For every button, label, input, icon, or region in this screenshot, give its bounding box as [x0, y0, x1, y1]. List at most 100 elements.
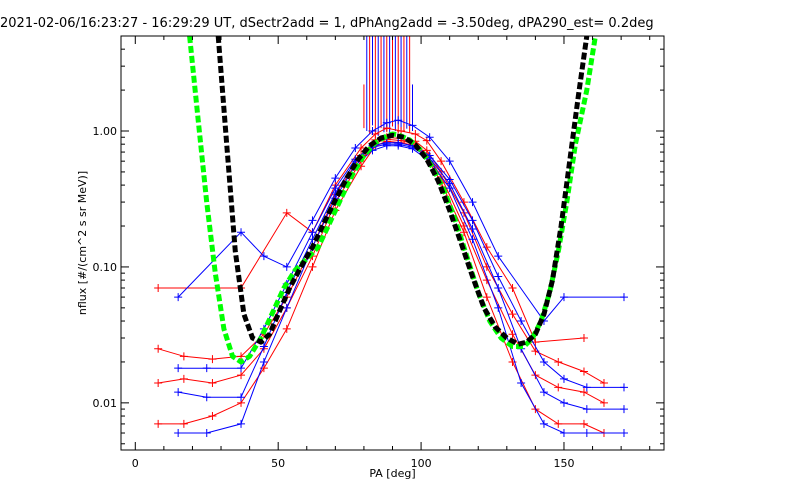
x-tick-label: 100: [411, 457, 432, 470]
data-point-marker: [154, 419, 163, 428]
data-point-marker: [259, 342, 268, 351]
data-point-marker: [282, 262, 291, 271]
chart-title: 2021-02-06/16:23:27 - 16:29:29 UT, dSect…: [0, 16, 654, 31]
data-point-marker: [482, 293, 491, 302]
data-point-marker: [237, 364, 246, 373]
series-line-2: [158, 138, 605, 404]
data-point-marker: [179, 419, 188, 428]
data-point-marker: [411, 130, 420, 139]
data-point-marker: [582, 405, 591, 414]
data-point-marker: [237, 419, 246, 428]
series-line-7: [177, 119, 624, 322]
data-point-marker: [174, 293, 183, 302]
data-point-marker: [282, 324, 291, 333]
series-line-1: [158, 140, 605, 434]
data-point-marker: [539, 419, 548, 428]
data-point-marker: [494, 272, 503, 281]
data-point-marker: [394, 140, 403, 149]
data-point-marker: [559, 293, 568, 302]
data-point-marker: [559, 429, 568, 438]
data-point-marker: [539, 357, 548, 366]
data-point-marker: [619, 293, 628, 302]
data-point-marker: [237, 228, 246, 237]
data-point-marker: [208, 379, 217, 387]
data-point-marker: [468, 216, 477, 225]
data-point-marker: [202, 364, 211, 373]
x-tick-label: 0: [132, 457, 139, 470]
data-point-marker: [494, 252, 503, 261]
y-tick-label: 0.01: [93, 397, 118, 410]
data-point-marker: [559, 398, 568, 407]
series-line-6: [178, 143, 624, 410]
data-point-marker: [331, 174, 340, 183]
data-point-marker: [154, 283, 163, 292]
data-point-marker: [308, 262, 317, 271]
data-point-marker: [237, 393, 246, 402]
data-point-marker: [202, 429, 211, 438]
data-point-marker: [554, 383, 563, 392]
data-point-marker: [619, 383, 628, 392]
y-axis-label: nflux [#/(cm^2 s sr MeV)]: [76, 171, 89, 315]
data-point-marker: [174, 364, 183, 373]
data-point-marker: [394, 116, 403, 125]
data-point-marker: [559, 374, 568, 383]
data-point-marker: [508, 283, 517, 292]
data-point-marker: [539, 388, 548, 397]
data-point-marker: [579, 334, 588, 343]
data-point-marker: [368, 127, 377, 136]
data-point-marker: [208, 355, 217, 364]
data-point-marker: [179, 374, 188, 383]
data-point-marker: [619, 429, 628, 438]
data-point-marker: [259, 357, 268, 366]
data-point-marker: [445, 179, 454, 188]
data-point-marker: [554, 357, 563, 366]
data-point-marker: [351, 143, 360, 152]
data-point-marker: [308, 228, 317, 237]
data-point-marker: [382, 118, 391, 127]
data-point-marker: [202, 393, 211, 402]
data-point-marker: [437, 157, 446, 166]
data-point-marker: [599, 398, 608, 407]
fit-curve-black_fit: [215, 36, 590, 347]
data-point-marker: [445, 157, 454, 166]
x-tick-label: 150: [553, 457, 574, 470]
data-point-marker: [308, 216, 317, 225]
data-point-marker: [494, 283, 503, 292]
data-point-marker: [174, 388, 183, 397]
data-point-marker: [468, 198, 477, 207]
data-point-marker: [282, 208, 291, 217]
data-point-marker: [208, 412, 217, 421]
data-point-marker: [425, 133, 434, 142]
data-point-marker: [579, 419, 588, 428]
data-point-marker: [282, 303, 291, 312]
data-point-marker: [579, 388, 588, 397]
data-point-marker: [174, 429, 183, 438]
x-axis-label: PA [deg]: [369, 467, 415, 480]
data-point-marker: [468, 225, 477, 234]
data-point-marker: [579, 367, 588, 376]
data-point-marker: [582, 383, 591, 392]
data-point-marker: [179, 352, 188, 361]
data-point-marker: [517, 379, 526, 387]
data-point-marker: [517, 317, 526, 326]
data-point-marker: [619, 405, 628, 414]
data-point-marker: [508, 310, 517, 319]
y-tick-label: 0.10: [93, 261, 118, 274]
data-point-marker: [237, 371, 246, 380]
data-point-marker: [154, 379, 163, 387]
data-point-marker: [582, 429, 591, 438]
data-point-marker: [259, 252, 268, 261]
data-point-marker: [382, 140, 391, 149]
data-point-marker: [599, 379, 608, 387]
data-point-marker: [554, 419, 563, 428]
data-point-marker: [494, 303, 503, 312]
data-point-marker: [482, 243, 491, 252]
x-tick-label: 50: [271, 457, 285, 470]
data-point-marker: [468, 235, 477, 244]
series-line-0: [158, 136, 605, 384]
data-point-marker: [154, 344, 163, 353]
data-point-marker: [408, 121, 417, 130]
y-tick-label: 1.00: [93, 125, 118, 138]
series-line-5: [178, 145, 624, 434]
